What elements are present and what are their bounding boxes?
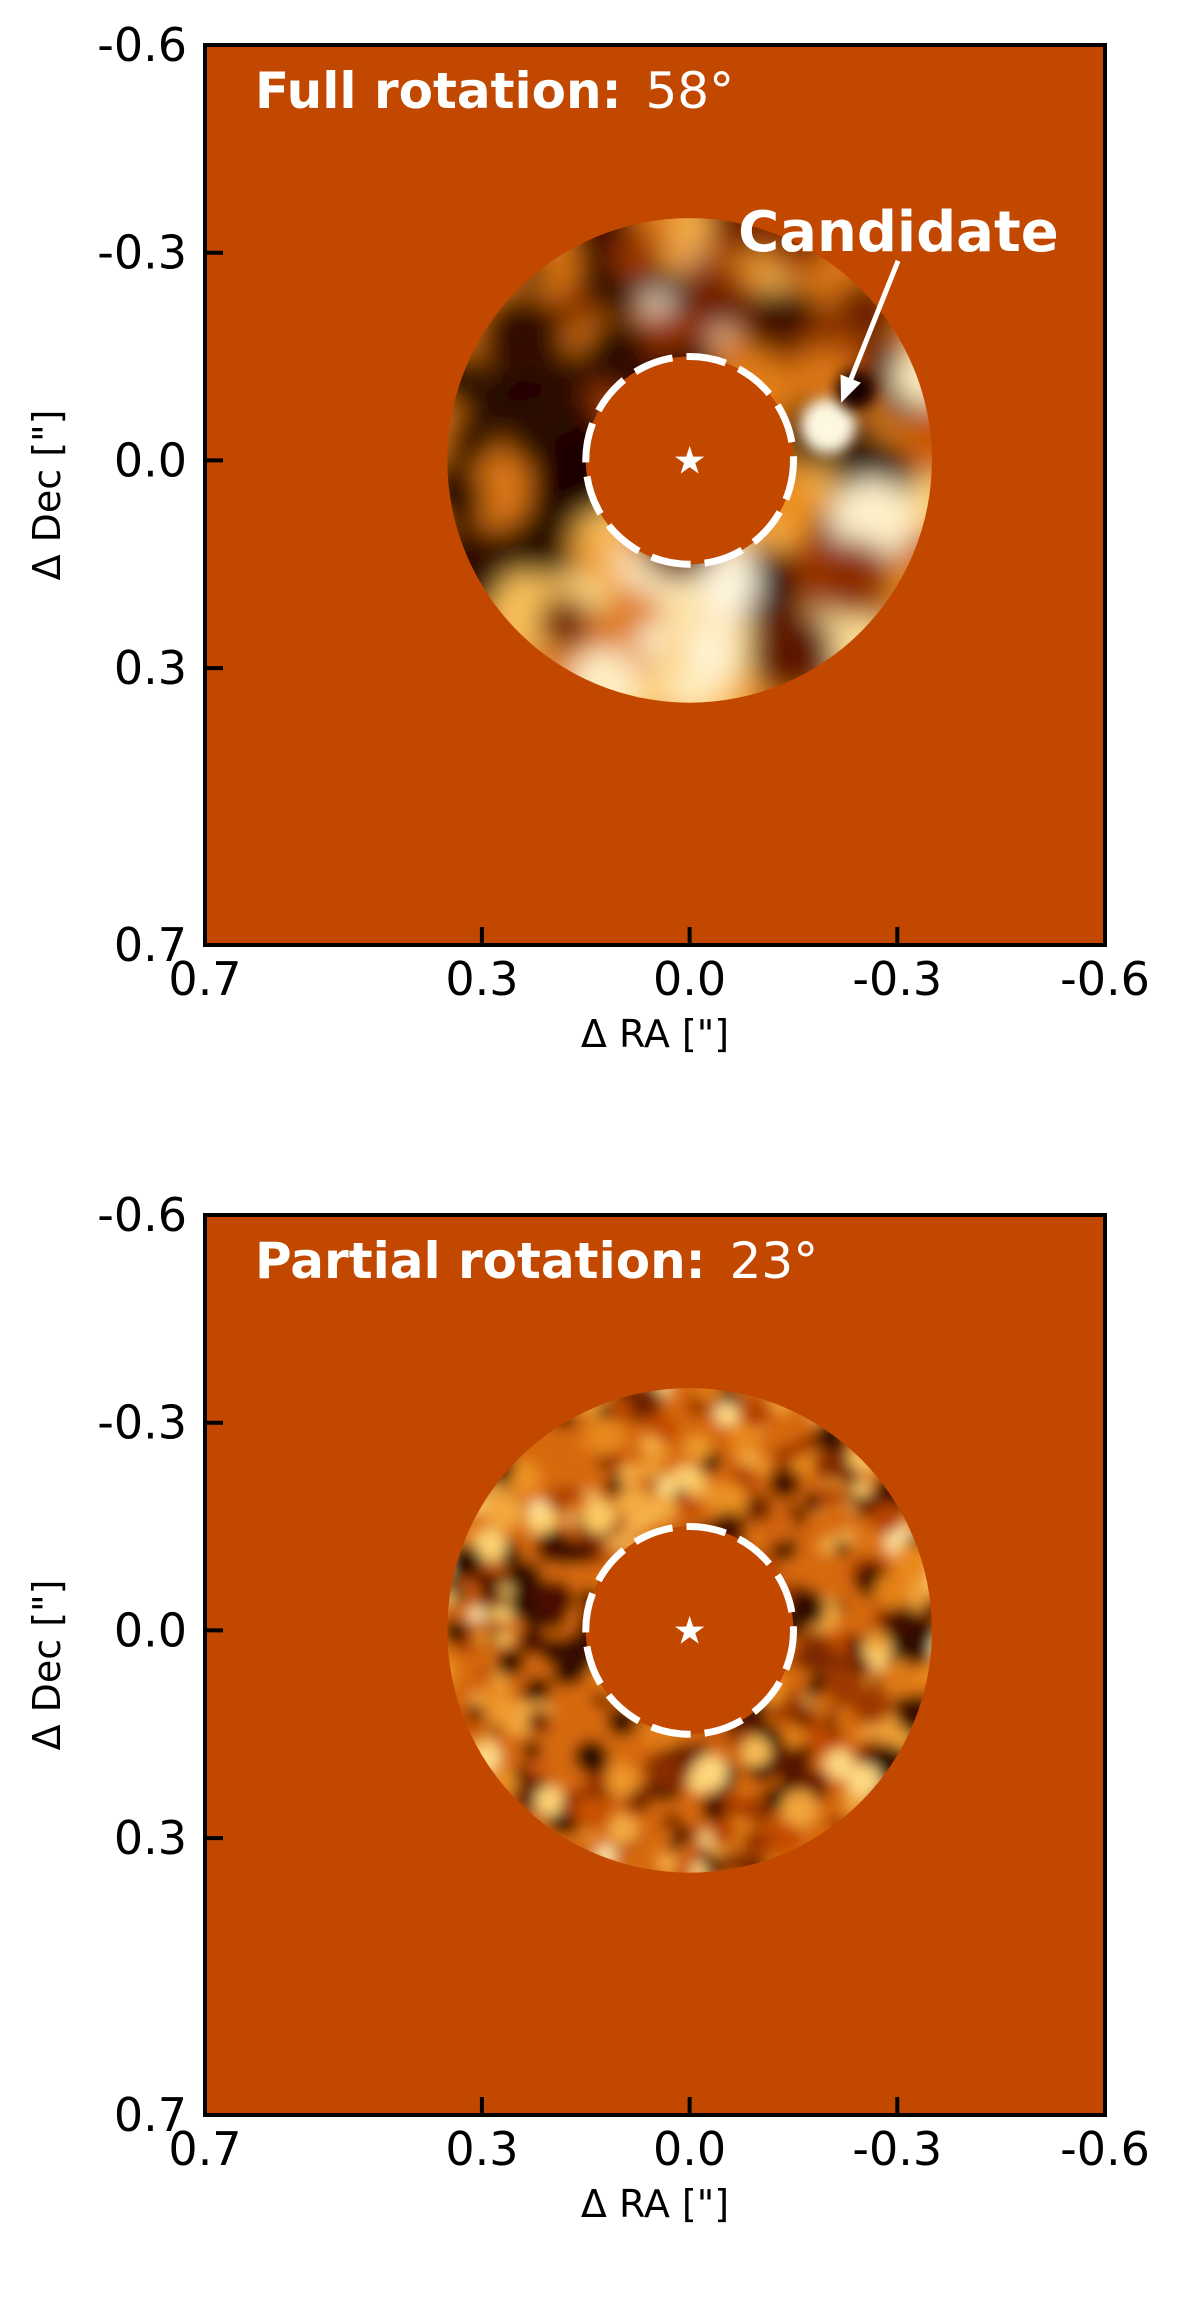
y-axis-label: Δ Dec ["]	[25, 410, 69, 581]
x-tick-label: -0.3	[852, 952, 942, 1006]
x-tick-label: 0.3	[445, 952, 518, 1006]
panel-label: Partial rotation: 23°	[255, 1232, 818, 1290]
y-axis-ticks: -0.6 -0.3 0.0 0.3 0.7	[97, 18, 223, 972]
star-marker-icon: ★	[673, 1608, 707, 1652]
candidate-arrow-icon	[844, 259, 901, 390]
y-tick-label: 0.7	[114, 918, 187, 972]
panel-full-rotation: ★ 0.7 0.3 0.0 -0.3 -0.6 -0.6 -0.3 0.0 0.3 0.7 Fu…	[25, 18, 1150, 1056]
plot-frame	[203, 43, 1107, 947]
x-axis-ticks: 0.7 0.3 0.0 -0.3 -0.6	[168, 2097, 1150, 2176]
x-tick-label: 0.7	[168, 952, 241, 1006]
panel-partial-rotation: ★ 0.7 0.3 0.0 -0.3 -0.6 -0.6 -0.3 0.0 0.3 0.7 Pa…	[25, 1188, 1150, 2226]
y-axis-label: Δ Dec ["]	[25, 1580, 69, 1751]
x-axis-label: Δ RA ["]	[581, 1012, 729, 1056]
y-tick-label: 0.7	[114, 2088, 187, 2142]
x-tick-label: 0.7	[168, 2122, 241, 2176]
coronagraph-mask-circle	[582, 353, 797, 568]
y-axis-ticks: -0.6 -0.3 0.0 0.3 0.7	[97, 1188, 223, 2142]
x-tick-label: -0.3	[852, 2122, 942, 2176]
x-axis-label: Δ RA ["]	[581, 2182, 729, 2226]
y-tick-label: 0.3	[114, 641, 187, 695]
x-tick-label: -0.6	[1060, 952, 1150, 1006]
y-tick-label: -0.3	[97, 226, 187, 280]
y-tick-label: -0.3	[97, 1396, 187, 1450]
arrow-head-icon	[840, 374, 861, 403]
y-tick-label: -0.6	[97, 1188, 187, 1242]
panel-label: Full rotation: 58°	[255, 62, 734, 120]
star-marker-icon: ★	[673, 438, 707, 482]
panel-label-bold: Full rotation:	[255, 62, 622, 120]
plot-frame	[203, 1213, 1107, 2117]
y-tick-label: 0.0	[114, 433, 187, 487]
y-tick-label: 0.0	[114, 1603, 187, 1657]
candidate-label: Candidate	[738, 200, 1059, 265]
panel-label-value: 58°	[645, 62, 734, 120]
x-tick-label: 0.0	[653, 2122, 726, 2176]
x-tick-label: -0.6	[1060, 2122, 1150, 2176]
x-tick-label: 0.0	[653, 952, 726, 1006]
panel-label-bold: Partial rotation:	[255, 1232, 706, 1290]
y-tick-label: 0.3	[114, 1811, 187, 1865]
x-axis-ticks: 0.7 0.3 0.0 -0.3 -0.6	[168, 927, 1150, 1006]
panel-label-value: 23°	[730, 1232, 819, 1290]
x-tick-label: 0.3	[445, 2122, 518, 2176]
candidate-annotation: Candidate	[738, 200, 1059, 403]
y-tick-label: -0.6	[97, 18, 187, 72]
coronagraph-mask-circle	[582, 1523, 797, 1738]
